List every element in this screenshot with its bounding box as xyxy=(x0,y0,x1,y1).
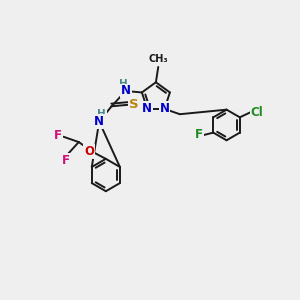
Text: F: F xyxy=(62,154,70,167)
Text: F: F xyxy=(195,128,203,142)
Text: N: N xyxy=(121,85,131,98)
Text: S: S xyxy=(129,98,139,111)
Text: N: N xyxy=(160,102,170,116)
Text: F: F xyxy=(54,129,62,142)
Text: N: N xyxy=(94,115,104,128)
Text: O: O xyxy=(84,145,94,158)
Text: H: H xyxy=(119,79,128,88)
Text: N: N xyxy=(142,102,152,116)
Text: CH₃: CH₃ xyxy=(148,54,168,64)
Text: Cl: Cl xyxy=(250,106,263,118)
Text: H: H xyxy=(97,109,106,119)
